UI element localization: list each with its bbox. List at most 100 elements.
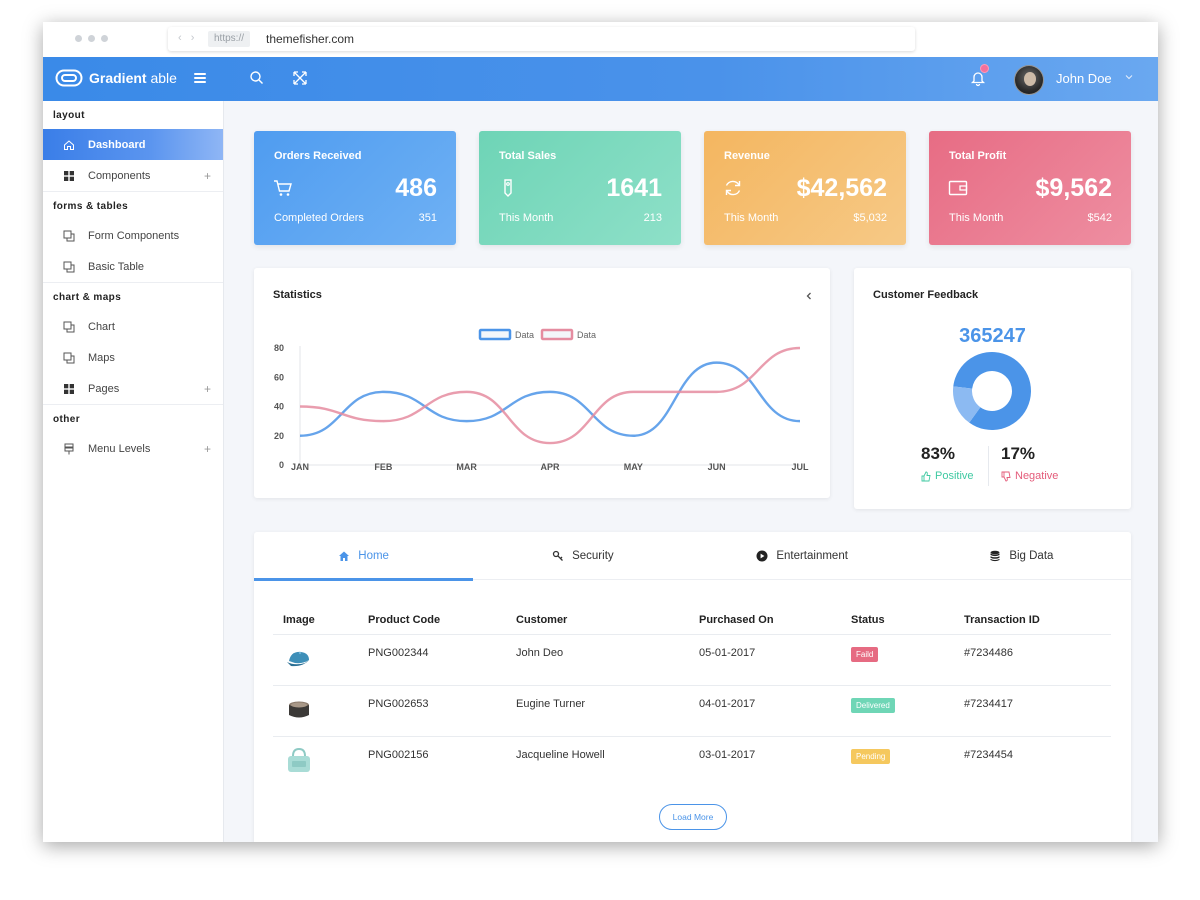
close-window-dot[interactable] — [75, 35, 82, 42]
column-header: Image — [283, 614, 315, 626]
tag-icon — [504, 179, 512, 197]
sidebar-item-pages[interactable]: Pages + — [43, 373, 223, 404]
tab-big-data[interactable]: Big Data — [912, 532, 1131, 580]
legend-swatch — [478, 328, 512, 341]
expand-icon[interactable]: + — [203, 382, 211, 396]
card-sub-value: $5,032 — [853, 212, 887, 224]
sidebar-item-menu-levels[interactable]: Menu Levels + — [43, 433, 223, 464]
address-bar[interactable]: ‹ › https:// themefisher.com — [168, 27, 915, 51]
search-icon[interactable] — [248, 69, 266, 87]
transaction-id: #7234486 — [964, 647, 1013, 659]
database-icon — [990, 550, 1000, 562]
card-value: 486 — [395, 174, 437, 202]
customer-feedback-panel: Customer Feedback 365247 83% Positive 17… — [854, 268, 1131, 509]
y-tick-label: 20 — [274, 431, 284, 441]
chevron-left-icon[interactable] — [804, 291, 814, 301]
status-badge: Delivered — [851, 698, 895, 713]
product-code: PNG002653 — [368, 698, 429, 710]
x-tick-label: MAY — [624, 462, 643, 472]
sidebar-item-components[interactable]: Components + — [43, 160, 223, 191]
feedback-donut-chart — [953, 352, 1031, 430]
key-icon — [552, 550, 564, 561]
sidebar-item-form-components[interactable]: Form Components — [43, 220, 223, 251]
user-name[interactable]: John Doe — [1056, 71, 1112, 86]
legend-label: Data — [515, 330, 534, 340]
card-sub-label: Completed Orders — [274, 212, 364, 224]
tab-home[interactable]: Home — [254, 532, 474, 581]
back-forward-icon[interactable]: ‹ › — [178, 32, 198, 44]
bell-icon[interactable] — [969, 69, 987, 87]
card-value: $9,562 — [1035, 174, 1112, 202]
feedback-positive: 83% Positive — [921, 444, 1021, 482]
table-row[interactable]: PNG002653 Eugine Turner 04-01-2017 Deliv… — [273, 686, 1111, 737]
sidebar-item-label: Components — [88, 169, 151, 182]
brand-logo-icon — [55, 69, 83, 87]
legend-swatch — [540, 328, 574, 341]
sidebar-section-forms-tables: forms & tables Form Components Basic Tab… — [43, 191, 223, 282]
sidebar-item-chart[interactable]: Chart — [43, 311, 223, 342]
table-row[interactable]: PNG002344 John Deo 05-01-2017 Faild #723… — [273, 635, 1111, 686]
menu-toggle-icon[interactable] — [194, 73, 206, 83]
main-content: Orders Received 486 Completed Orders 351… — [225, 101, 1158, 842]
card-total-sales: Total Sales 1641 This Month 213 — [479, 131, 681, 245]
purchase-date: 05-01-2017 — [699, 647, 756, 659]
expand-icon[interactable]: + — [203, 442, 211, 456]
wallet-icon — [948, 180, 968, 196]
table-row[interactable]: PNG002156 Jacqueline Howell 03-01-2017 P… — [273, 737, 1111, 788]
x-tick-label: JUL — [791, 462, 809, 472]
grid-icon — [64, 383, 74, 394]
card-sub-value: 351 — [418, 212, 437, 224]
browser-window: ‹ › https:// themefisher.com Gradient ab… — [43, 22, 1158, 842]
status-badge: Faild — [851, 647, 879, 662]
legend-label: Data — [577, 330, 596, 340]
sidebar-item-basic-table[interactable]: Basic Table — [43, 251, 223, 282]
bag-product-image — [288, 747, 310, 772]
fullscreen-icon[interactable] — [291, 69, 309, 87]
copy-icon — [63, 261, 75, 272]
chevron-down-icon[interactable] — [1124, 72, 1134, 82]
table-header: Image Product Code Customer Purchased On… — [273, 602, 1111, 635]
card-sub-value: $542 — [1087, 212, 1112, 224]
sidebar-section-title: layout — [53, 110, 85, 121]
sidebar-item-dashboard[interactable]: Dashboard — [43, 129, 223, 160]
column-header: Product Code — [368, 614, 441, 626]
x-tick-label: JUN — [708, 462, 726, 472]
minimize-window-dot[interactable] — [88, 35, 95, 42]
tab-label: Security — [572, 550, 614, 562]
series-line-2 — [299, 346, 801, 445]
maximize-window-dot[interactable] — [101, 35, 108, 42]
column-header: Purchased On — [699, 614, 774, 626]
sidebar-section-chart-maps: chart & maps Chart Maps Pages + — [43, 282, 223, 404]
purchase-date: 04-01-2017 — [699, 698, 756, 710]
stool-product-image — [289, 701, 309, 718]
sidebar-item-label: Dashboard — [88, 138, 146, 151]
url-text[interactable]: themefisher.com — [266, 32, 355, 46]
orders-table: Image Product Code Customer Purchased On… — [273, 602, 1111, 788]
card-title: Revenue — [724, 150, 770, 162]
positive-percent: 83% — [921, 444, 956, 463]
card-total-profit: Total Profit $9,562 This Month $542 — [929, 131, 1131, 245]
column-header: Transaction ID — [964, 614, 1040, 626]
x-tick-label: JAN — [291, 462, 309, 472]
sidebar-item-label: Chart — [88, 320, 115, 333]
sidebar-section-title: chart & maps — [53, 292, 122, 303]
feedback-divider — [988, 446, 989, 486]
brand[interactable]: Gradient able — [55, 69, 177, 87]
customer-name: Eugine Turner — [516, 698, 586, 710]
sidebar-section-title: other — [53, 414, 80, 425]
card-value: $42,562 — [796, 174, 887, 202]
expand-icon[interactable]: + — [203, 169, 211, 183]
tab-entertainment[interactable]: Entertainment — [693, 532, 912, 580]
notification-badge — [980, 64, 989, 73]
statistics-panel: Statistics 0 20 40 60 80 JAN FEB MAR APR MAY JUN JU… — [254, 268, 830, 498]
sidebar-item-maps[interactable]: Maps — [43, 342, 223, 373]
sidebar-item-label: Maps — [88, 351, 115, 364]
sidebar-section-layout: layout Dashboard Components + — [43, 101, 223, 191]
sidebar-item-label: Form Components — [88, 229, 180, 242]
user-avatar[interactable] — [1014, 65, 1044, 95]
copy-icon — [63, 352, 75, 363]
load-more-button[interactable]: Load More — [659, 804, 727, 830]
home-icon — [64, 139, 74, 150]
x-tick-label: FEB — [374, 462, 393, 472]
tab-security[interactable]: Security — [473, 532, 692, 580]
